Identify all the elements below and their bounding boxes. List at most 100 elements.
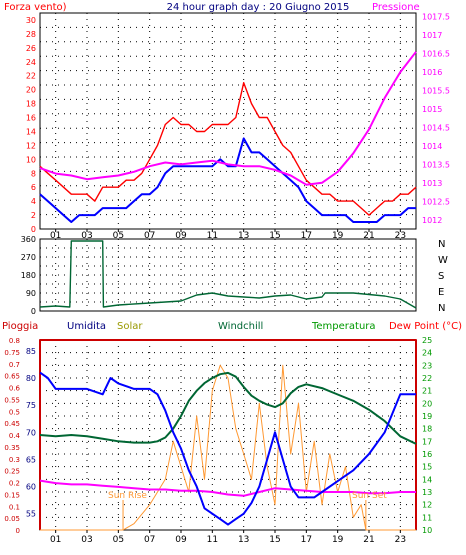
rain-tick-label: 0.6 xyxy=(9,385,21,393)
compass-label: W xyxy=(438,255,448,266)
direction-tick-label: 360 xyxy=(21,235,36,244)
pressure-tick-label: 1015 xyxy=(422,105,442,114)
wind-tick-label: 16 xyxy=(26,114,36,123)
compass-label: N xyxy=(438,239,445,250)
hour-label: 23 xyxy=(395,231,406,241)
windchill-axis-title: Windchill xyxy=(218,321,263,332)
hour-label: 11 xyxy=(207,231,218,241)
temperature-tick-label: 17 xyxy=(422,437,432,446)
wind-tick-label: 18 xyxy=(26,100,36,109)
hour-label: 11 xyxy=(207,535,218,545)
direction-series xyxy=(39,240,417,309)
rain-tick-label: 0.1 xyxy=(9,503,20,511)
wind-tick-label: 8 xyxy=(31,169,36,178)
pressure-tick-label: 1017 xyxy=(422,31,442,40)
humidity-tick-label: 85 xyxy=(26,347,36,356)
climate-series xyxy=(39,339,417,531)
wind-tick-label: 0 xyxy=(31,225,36,234)
temperature-tick-label: 19 xyxy=(422,412,432,421)
sunset-label: Sun Set xyxy=(352,491,387,501)
pressure-line xyxy=(39,51,417,186)
pressure-tick-label: 1014 xyxy=(422,142,442,151)
solar-axis-title: Solar xyxy=(117,321,143,332)
pressure-tick-label: 1015.5 xyxy=(422,87,450,96)
rain-ticks: 0 0.05 0.1 0.15 0.2 0.25 0.3 0.35 0.4 0.45 0.5 0.55… xyxy=(4,337,20,535)
pressure-right-ticks: 1012 1012.5 1013 1013.5 1014 1014.5 1015 1015.5… xyxy=(422,13,450,225)
humidity-tick-label: 75 xyxy=(26,401,36,410)
hour-label: 19 xyxy=(332,535,344,545)
hour-label: 21 xyxy=(363,231,374,241)
wind-grid xyxy=(40,13,416,229)
humidity-tick-label: 65 xyxy=(26,455,36,464)
hour-label: 01 xyxy=(50,231,61,241)
wind-tick-label: 2 xyxy=(31,211,36,220)
compass-label: E xyxy=(438,287,444,298)
sunrise-label: Sun Rise xyxy=(108,491,147,501)
hour-label: 17 xyxy=(301,231,312,241)
temperature-tick-label: 12 xyxy=(422,501,432,510)
humidity-tick-label: 55 xyxy=(26,510,36,519)
wind-tick-label: 30 xyxy=(26,16,36,25)
wind-tick-label: 22 xyxy=(26,72,36,81)
temperature-tick-label: 16 xyxy=(422,450,432,459)
rain-line xyxy=(39,339,417,530)
hour-label: 15 xyxy=(269,535,280,545)
direction-grid xyxy=(40,239,416,311)
humidity-tick-label: 80 xyxy=(26,374,36,383)
hour-label: 03 xyxy=(81,535,92,545)
solar-line xyxy=(40,364,416,531)
temperature-tick-label: 18 xyxy=(422,425,432,434)
rain-tick-label: 0.3 xyxy=(9,456,20,464)
temperature-tick-label: 21 xyxy=(422,387,432,396)
humidity-ticks: 55 60 65 70 75 80 85 xyxy=(26,347,36,519)
pressure-tick-label: 1016.5 xyxy=(422,50,450,59)
hour-label: 09 xyxy=(175,231,187,241)
rain-tick-label: 0.65 xyxy=(4,373,20,381)
climate-panel: 0 0.05 0.1 0.15 0.2 0.25 0.3 0.35 0.4 0.45 0.5 0.55… xyxy=(4,336,432,545)
temperature-line xyxy=(39,371,417,445)
hour-label: 05 xyxy=(113,535,124,545)
pressure-tick-label: 1012 xyxy=(422,216,442,225)
temperature-tick-label: 20 xyxy=(422,399,432,408)
hour-label: 07 xyxy=(144,231,155,241)
pressure-axis-title: Pressione xyxy=(372,2,420,13)
temperature-tick-label: 22 xyxy=(422,374,432,383)
temperature-tick-label: 10 xyxy=(422,526,432,535)
temperature-tick-label: 24 xyxy=(422,349,432,358)
wind-hour-labels: 01 03 05 07 09 11 13 15 17 19 21 23 xyxy=(50,229,406,241)
rain-tick-label: 0.25 xyxy=(4,468,20,476)
rain-tick-label: 0 xyxy=(16,527,20,535)
rain-tick-label: 0.2 xyxy=(9,480,20,488)
temperature-tick-label: 15 xyxy=(422,463,432,472)
pressure-tick-label: 1012.5 xyxy=(422,197,450,206)
pressure-tick-label: 1013.5 xyxy=(422,160,450,169)
hour-label: 03 xyxy=(81,231,92,241)
pressure-tick-label: 1017.5 xyxy=(422,13,450,22)
wind-tick-label: 12 xyxy=(26,141,36,150)
rain-tick-label: 0.05 xyxy=(4,515,20,523)
wind-line xyxy=(39,137,416,223)
compass-label: S xyxy=(438,271,444,282)
humidity-tick-label: 60 xyxy=(26,483,36,492)
temperature-tick-label: 11 xyxy=(422,513,432,522)
rain-tick-label: 0.35 xyxy=(4,444,20,452)
hour-label: 07 xyxy=(144,535,155,545)
wind-tick-label: 6 xyxy=(31,183,36,192)
rain-tick-label: 0.45 xyxy=(4,420,20,428)
wind-series xyxy=(39,51,417,223)
wind-tick-label: 20 xyxy=(26,86,36,95)
rain-tick-label: 0.55 xyxy=(4,396,20,404)
climate-hour-labels: 01 03 05 07 09 11 13 15 17 19 21 23 xyxy=(50,530,406,545)
direction-tick-label: 0 xyxy=(31,307,36,316)
gust-line xyxy=(39,81,417,216)
temperature-tick-label: 14 xyxy=(422,475,432,484)
dewpoint-line xyxy=(39,479,416,497)
pressure-tick-label: 1016 xyxy=(422,68,442,77)
wind-tick-label: 14 xyxy=(26,127,36,136)
hour-label: 19 xyxy=(332,231,344,241)
direction-tick-label: 270 xyxy=(21,253,36,262)
